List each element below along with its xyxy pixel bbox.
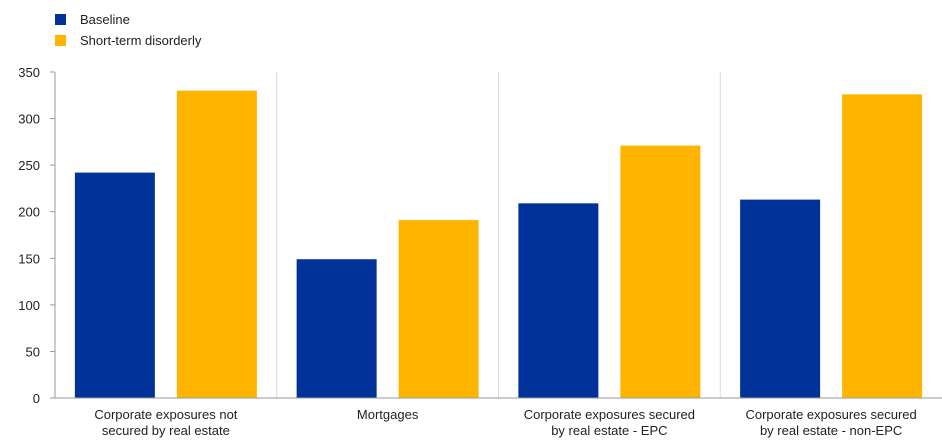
bar-short-term-disorderly-3 [842, 94, 923, 399]
legend-swatch-short-term-disorderly [55, 35, 66, 46]
y-tick-label: 100 [18, 298, 40, 313]
legend-swatch-baseline [55, 14, 66, 25]
x-category-label: Corporate exposures not [94, 407, 237, 422]
bar-short-term-disorderly-1 [398, 220, 479, 398]
y-tick-label: 350 [18, 65, 40, 80]
grid-lines [276, 72, 721, 398]
x-category-label: by real estate - EPC [551, 423, 667, 438]
x-category-label: secured by real estate [102, 423, 230, 438]
legend-item-short-term-disorderly: Short-term disorderly [55, 30, 201, 51]
x-category-label: Mortgages [357, 407, 419, 422]
bar-short-term-disorderly-0 [176, 90, 257, 398]
bar-baseline-2 [518, 203, 599, 398]
y-tick-label: 200 [18, 205, 40, 220]
x-category-label: by real estate - non-EPC [760, 423, 902, 438]
legend-label-short-term-disorderly: Short-term disorderly [80, 33, 202, 48]
y-tick-label: 50 [26, 344, 40, 359]
x-category-label: Corporate exposures secured [745, 407, 916, 422]
y-tick-label: 300 [18, 112, 40, 127]
bars [74, 90, 923, 399]
chart-legend: Baseline Short-term disorderly [55, 9, 201, 51]
legend-item-baseline: Baseline [55, 9, 201, 30]
y-tick-label: 0 [33, 391, 40, 406]
bar-baseline-0 [74, 172, 155, 398]
bar-short-term-disorderly-2 [620, 145, 701, 398]
y-tick-label: 150 [18, 251, 40, 266]
y-axis: 0 50 100 150 200 250 300 350 [18, 65, 56, 406]
bar-baseline-3 [740, 199, 821, 398]
x-category-label: Corporate exposures secured [524, 407, 695, 422]
bar-baseline-1 [296, 259, 377, 398]
legend-label-baseline: Baseline [80, 12, 130, 27]
y-tick-label: 250 [18, 158, 40, 173]
